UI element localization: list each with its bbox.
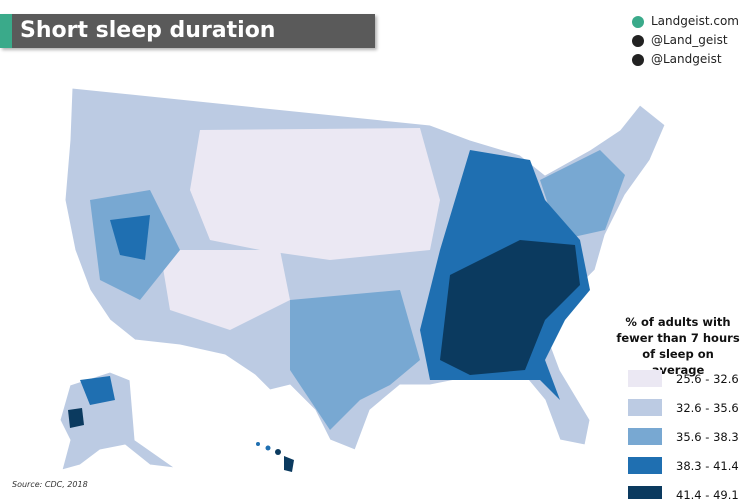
legend-swatch — [628, 486, 662, 499]
title-banner — [0, 14, 375, 48]
legend-label: 38.3 - 41.4 — [676, 458, 739, 473]
social-item: Landgeist.com — [632, 12, 739, 31]
legend-item: 41.4 - 49.1 — [628, 480, 739, 499]
social-links: Landgeist.com @Land_geist @Landgeist — [632, 12, 739, 69]
social-item: @Land_geist — [632, 31, 739, 50]
legend-item: 38.3 - 41.4 — [628, 451, 739, 480]
legend-item: 25.6 - 32.6 — [628, 364, 739, 393]
legend-label: 35.6 - 38.3 — [676, 429, 739, 444]
legend-swatch — [628, 428, 662, 445]
title: Short sleep duration — [20, 18, 276, 43]
website[interactable]: Landgeist.com — [651, 14, 739, 28]
region-light — [160, 250, 290, 330]
legend-swatch — [628, 457, 662, 474]
instagram[interactable]: @Land_geist — [651, 33, 728, 47]
region-medium — [290, 290, 420, 430]
hawaii — [256, 442, 260, 446]
legend-label: 41.4 - 49.1 — [676, 487, 739, 499]
region-medium — [540, 150, 625, 240]
hawaii — [284, 456, 294, 472]
region-dark — [110, 215, 150, 260]
source: Source: CDC, 2018 — [12, 480, 88, 489]
hawaii — [275, 449, 281, 455]
legend-title: % of adults with fewer than 7 hours of s… — [616, 315, 740, 377]
twitter-icon — [632, 53, 644, 66]
twitter[interactable]: @Landgeist — [651, 52, 722, 66]
legend-item: 32.6 - 35.6 — [628, 393, 739, 422]
legend-label: 32.6 - 35.6 — [676, 400, 739, 415]
alaska-dark — [80, 376, 115, 405]
region-darkest — [440, 240, 580, 375]
globe-icon — [632, 15, 644, 28]
legend-swatch — [628, 399, 662, 416]
instagram-icon — [632, 34, 644, 47]
social-item: @Landgeist — [632, 50, 739, 69]
hawaii — [265, 445, 271, 451]
region-light — [190, 128, 440, 260]
legend-item: 35.6 - 38.3 — [628, 422, 739, 451]
legend-label: 25.6 - 32.6 — [676, 371, 739, 386]
legend-swatch — [628, 370, 662, 387]
legend: 25.6 - 32.6 32.6 - 35.6 35.6 - 38.3 38.3 - … — [628, 364, 739, 499]
alaska-darkest — [68, 408, 84, 428]
